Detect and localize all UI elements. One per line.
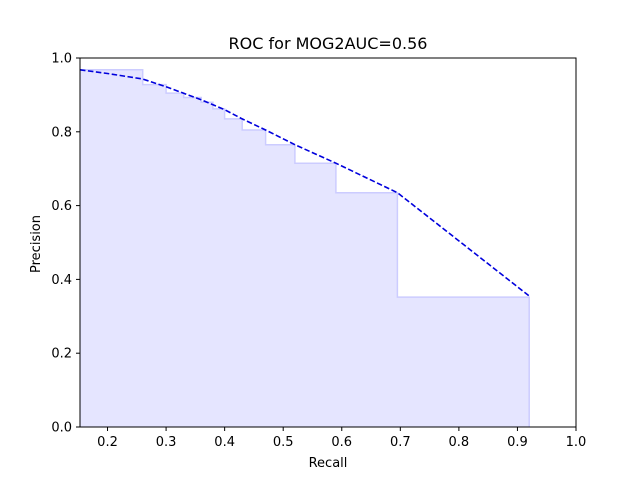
x-axis-label: Recall <box>309 456 348 471</box>
y-axis-label: Precision <box>29 215 44 273</box>
x-tick-label: 0.6 <box>331 435 352 450</box>
y-tick-label: 0.8 <box>51 125 72 140</box>
x-tick-label: 0.9 <box>507 435 528 450</box>
precision-recall-curve <box>79 69 530 297</box>
step-line <box>80 69 530 427</box>
plot-frame <box>79 57 577 428</box>
y-tick-label: 0.0 <box>51 421 72 436</box>
y-tick-label: 1.0 <box>51 52 72 67</box>
y-tick-label: 0.4 <box>51 273 72 288</box>
plot-area <box>79 69 530 428</box>
x-tick-label: 0.5 <box>273 435 294 450</box>
x-tick-label: 0.3 <box>156 435 177 450</box>
chart-title: ROC for MOG2AUC=0.56 <box>229 34 428 53</box>
x-tick-label: 0.7 <box>390 435 411 450</box>
y-tick-label: 0.6 <box>51 199 72 214</box>
x-tick-label: 0.2 <box>97 435 118 450</box>
y-tick-label: 0.2 <box>51 347 72 362</box>
area-fill <box>80 69 530 428</box>
x-tick-label: 1.0 <box>566 435 587 450</box>
axes: 0.2 0.3 0.4 0.5 0.6 0.7 0.8 0.9 1.0 0.0 0.2 0.4 0.6 0… <box>51 52 586 451</box>
x-tick-label: 0.8 <box>449 435 470 450</box>
x-tick-label: 0.4 <box>214 435 235 450</box>
